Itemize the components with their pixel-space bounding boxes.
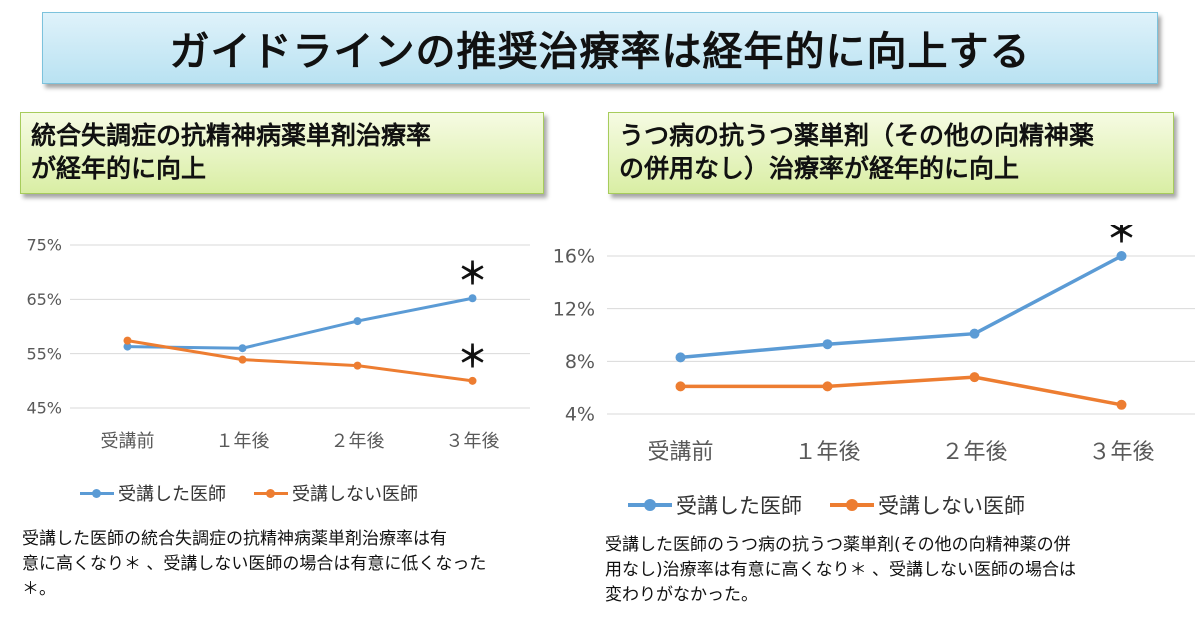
data-point [969, 372, 980, 383]
schizophrenia-monotherapy-chart: 45% 55% 65% 75% 受講前 １年後 ２年後 ３年後 ＊ ＊ [26, 236, 530, 452]
legend-item-not-attended: 受講しない医師 [254, 480, 418, 506]
significance-marker: ＊ [1107, 225, 1137, 250]
right-chart-subtitle: うつ病の抗うつ薬単剤（その他の向精神薬 の併用なし）治療率が経年的に向上 [608, 112, 1174, 194]
left-subtitle-line-2: が経年的に向上 [31, 154, 207, 183]
legend-label-not-attended: 受講しない医師 [878, 494, 1025, 518]
x-tick-label: １年後 [216, 431, 270, 452]
x-tick-label: 受講前 [647, 440, 713, 465]
data-point [675, 352, 686, 363]
y-tick-label: 4% [565, 404, 595, 426]
left-chart-note: 受講した医師の統合失調症の抗精神病薬単剤治療率は有 意に高くなり＊ 、受講しない… [22, 527, 562, 602]
series-line [680, 375, 1122, 407]
y-tick-label: 45% [26, 399, 62, 418]
data-point [353, 361, 362, 370]
x-tick-label: ２年後 [941, 440, 1007, 465]
right-subtitle-line-1: うつ病の抗うつ薬単剤（その他の向精神薬 [619, 121, 1095, 150]
data-point [1116, 399, 1127, 410]
y-tick-label: 8% [565, 351, 595, 373]
data-point [468, 376, 477, 385]
data-point [1116, 251, 1127, 261]
data-point [353, 317, 362, 326]
data-point [238, 344, 247, 353]
right-note-line-1: 受講した医師のうつ病の抗うつ薬単剤(その他の向精神薬の併 [605, 535, 1071, 555]
page-title: ガイドラインの推奨治療率は経年的に向上する [42, 12, 1158, 84]
x-tick-label: ３年後 [446, 431, 500, 452]
legend-label-not-attended: 受講しない医師 [292, 484, 418, 505]
left-chart-subtitle: 統合失調症の抗精神病薬単剤治療率 が経年的に向上 [20, 112, 544, 194]
significance-marker: ＊ [458, 257, 488, 292]
data-point [969, 328, 980, 339]
data-point [123, 342, 132, 351]
significance-marker: ＊ [458, 340, 488, 375]
data-point [468, 294, 477, 303]
series-line [680, 254, 1123, 360]
right-chart-note: 受講した医師のうつ病の抗うつ薬単剤(その他の向精神薬の併 用なし)治療率は有意に… [605, 533, 1175, 608]
y-tick-label: 65% [26, 290, 62, 309]
x-tick-label: 受講前 [101, 431, 155, 452]
data-point [238, 355, 247, 364]
left-chart-legend: 受講した医師 受講しない医師 [80, 480, 446, 506]
data-point [822, 381, 833, 392]
legend-label-attended: 受講した医師 [676, 494, 802, 518]
depression-monotherapy-chart: 4% 8% 12% 16% 受講前 １年後 ２年後 ３年後 ＊ [553, 225, 1195, 465]
legend-item-not-attended: 受講しない医師 [830, 490, 1025, 520]
data-point [822, 339, 833, 350]
right-note-line-3: 変わりがなかった。 [605, 585, 758, 605]
x-tick-label: ２年後 [331, 431, 385, 452]
left-note-line-1: 受講した医師の統合失調症の抗精神病薬単剤治療率は有 [22, 529, 447, 549]
legend-swatch-not-attended [254, 488, 288, 498]
right-subtitle-line-2: の併用なし）治療率が経年的に向上 [619, 154, 1020, 183]
legend-swatch-attended [628, 499, 672, 511]
y-tick-label: 16% [553, 246, 595, 268]
left-note-line-3: ＊。 [22, 579, 56, 599]
y-tick-label: 55% [26, 344, 62, 363]
data-point [123, 336, 132, 345]
left-note-line-2: 意に高くなり＊ 、受講しない医師の場合は有意に低くなった [22, 554, 487, 574]
legend-item-attended: 受講した医師 [628, 490, 802, 520]
data-point [675, 381, 686, 392]
y-tick-label: 75% [26, 236, 62, 255]
series-line [127, 339, 473, 383]
x-tick-label: ３年後 [1088, 440, 1154, 465]
right-note-line-2: 用なし)治療率は有意に高くなり＊ 、受講しない医師の場合は [605, 560, 1077, 580]
right-chart-legend: 受講した医師 受講しない医師 [628, 490, 1053, 520]
y-tick-label: 12% [553, 298, 595, 320]
legend-swatch-not-attended [830, 499, 874, 511]
legend-label-attended: 受講した医師 [118, 484, 226, 505]
legend-item-attended: 受講した医師 [80, 480, 226, 506]
legend-swatch-attended [80, 488, 114, 498]
series-line [127, 296, 473, 350]
left-subtitle-line-1: 統合失調症の抗精神病薬単剤治療率 [31, 121, 432, 150]
x-tick-label: １年後 [794, 440, 860, 465]
